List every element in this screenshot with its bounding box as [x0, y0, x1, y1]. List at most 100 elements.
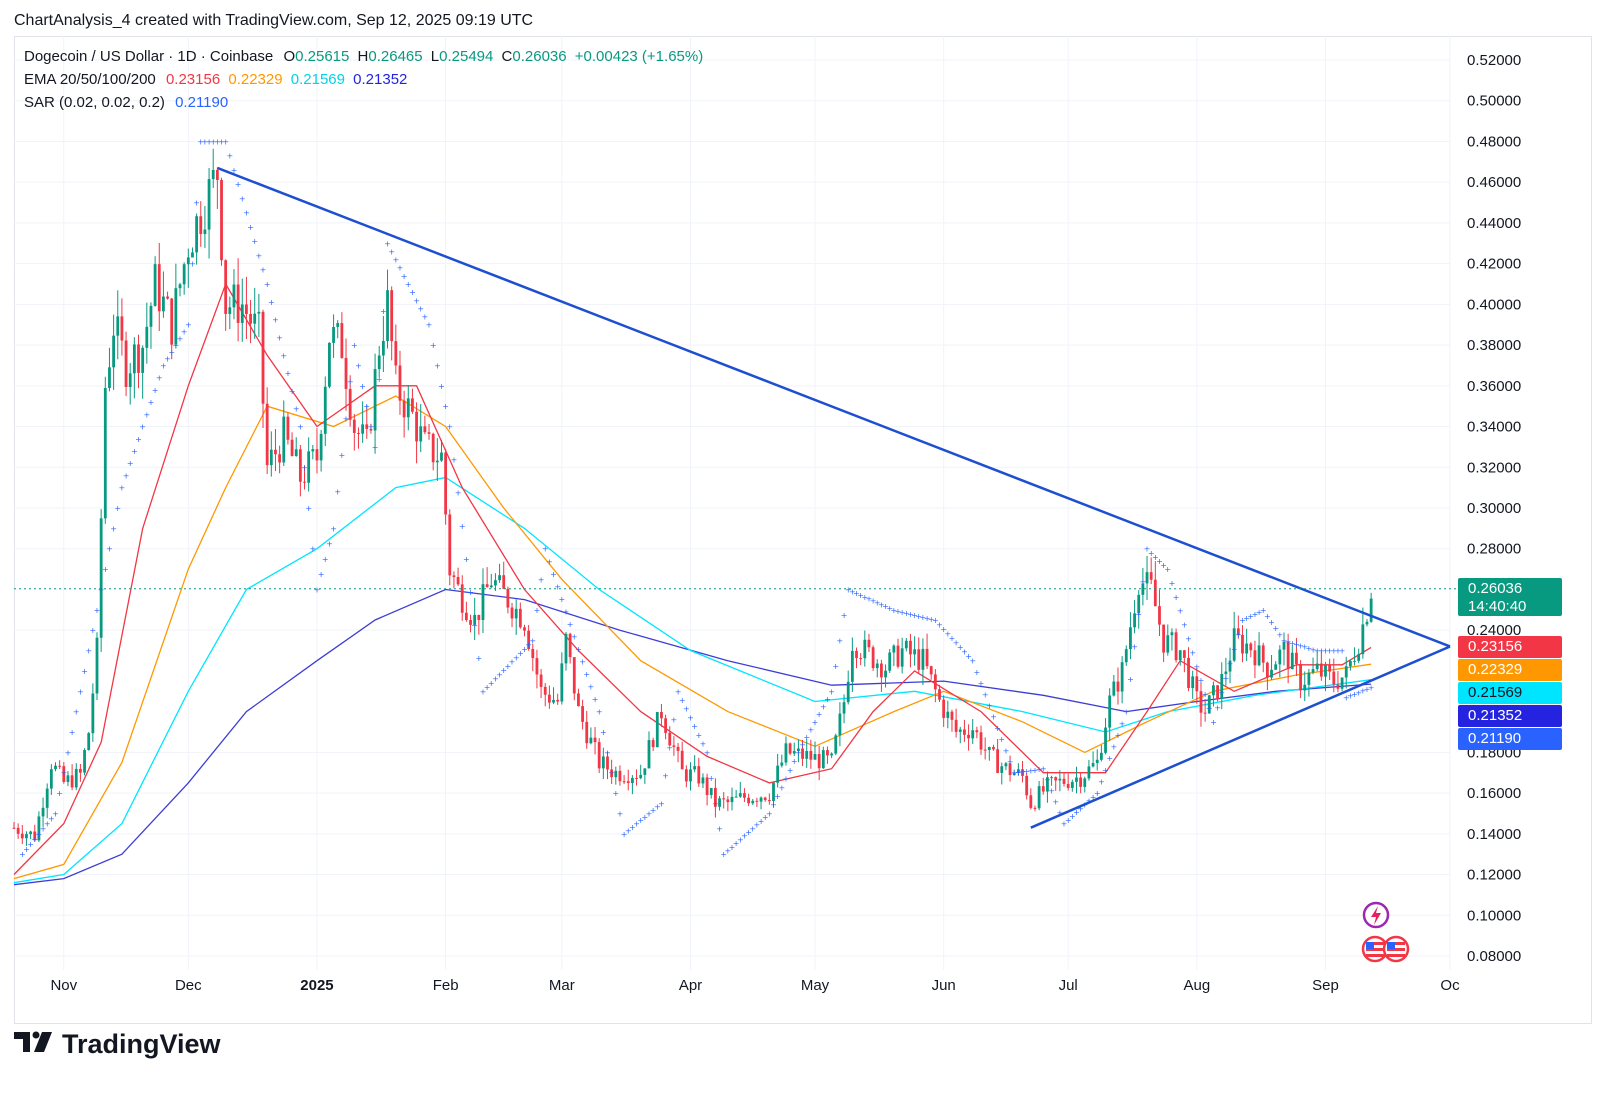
candle-body: [1195, 676, 1199, 692]
candle-body: [942, 699, 946, 718]
sar-dot: +: [442, 402, 449, 411]
candle-body: [41, 807, 45, 817]
price-tag-value: 0.21569: [1468, 684, 1523, 702]
sar-dot: +: [998, 735, 1005, 744]
sar-dot: +: [604, 748, 611, 757]
sar-dot: +: [874, 598, 881, 607]
sar-dot: +: [770, 801, 777, 810]
candle-body: [1158, 606, 1161, 625]
y-tick-label: 0.36000: [1467, 378, 1521, 395]
sar-dot: +: [451, 456, 458, 465]
candle-body: [809, 750, 813, 760]
us-flag-icon[interactable]: [1360, 934, 1420, 974]
sar-dot: +: [1015, 768, 1022, 777]
sar-dot: +: [1102, 766, 1109, 775]
candle-body: [834, 735, 838, 754]
sar-dot: +: [949, 634, 956, 643]
ema-label[interactable]: EMA 20/50/100/200: [24, 71, 156, 88]
candle-body: [1083, 778, 1087, 787]
candle-body: [1112, 681, 1116, 696]
candle-body: [344, 357, 348, 389]
sar-dot: +: [787, 766, 794, 775]
candle-body: [805, 750, 809, 759]
sar-dot: +: [608, 769, 615, 778]
candle-body: [207, 179, 211, 230]
legend-sar: SAR (0.02, 0.02, 0.2) 0.21190: [24, 94, 232, 111]
candle-body: [452, 575, 456, 578]
sar-dot: +: [36, 830, 43, 839]
sar-dot: +: [1306, 644, 1313, 653]
sar-dot: +: [924, 614, 931, 623]
sar-dot: +: [1061, 820, 1068, 829]
sar-dot: +: [60, 769, 67, 778]
sar-dot: +: [173, 341, 180, 350]
flash-icon[interactable]: [1360, 900, 1412, 966]
sar-dot: +: [73, 708, 80, 717]
candle-body: [87, 733, 91, 751]
x-tick-label: May: [801, 977, 830, 994]
candle-body: [319, 433, 323, 461]
candle-body: [1249, 643, 1253, 651]
candle-body: [630, 777, 634, 784]
sar-dot: +: [969, 657, 976, 666]
sar-dot: +: [376, 375, 383, 384]
candle-body: [510, 607, 514, 619]
candle-body: [647, 740, 651, 769]
candle-body: [174, 288, 178, 345]
sar-dot: +: [152, 386, 159, 395]
candle-body: [83, 750, 86, 773]
sar-dot: +: [247, 223, 254, 232]
ema200-value: 0.21352: [353, 71, 408, 88]
sar-dot: +: [974, 668, 981, 677]
candle-body: [498, 575, 501, 581]
candle-body: [730, 796, 734, 803]
sar-dot: +: [1193, 662, 1200, 671]
candle-body: [1187, 657, 1190, 689]
sar-dot: +: [554, 582, 561, 591]
y-tick-label: 0.34000: [1467, 419, 1521, 436]
candle-body: [170, 298, 174, 345]
sar-dot: +: [1368, 683, 1375, 692]
candle-body: [220, 179, 223, 261]
sar-dot: +: [1214, 703, 1221, 712]
candle-body: [1228, 660, 1232, 672]
candle-body: [1062, 778, 1066, 784]
candle-body: [606, 756, 609, 770]
y-axis: 0.52000 0.50000 0.48000 0.46000 0.44000 0.420…: [1467, 52, 1521, 965]
sar-dot: +: [343, 414, 350, 423]
tradingview-logo[interactable]: TradingView: [14, 1026, 221, 1062]
sar-dot: +: [982, 690, 989, 699]
ema100-value: 0.21569: [290, 71, 345, 88]
sar-dot: +: [1227, 660, 1234, 669]
sar-dot: +: [368, 423, 375, 432]
ema200-line: [13, 588, 1372, 886]
sar-dot: +: [1314, 647, 1321, 656]
candle-body: [440, 452, 443, 461]
candle-body: [1295, 652, 1298, 664]
sar-dot: +: [1144, 545, 1151, 554]
candle-body: [622, 781, 626, 783]
candle-body: [971, 730, 975, 739]
chart-frame: [14, 36, 1592, 1024]
candle-body: [261, 311, 265, 404]
sar-dot: +: [762, 813, 769, 822]
sar-dot: +: [650, 806, 657, 815]
sar-dot: +: [704, 748, 711, 757]
candle-body: [1149, 572, 1153, 580]
sar-dot: +: [148, 398, 155, 407]
symbol-label[interactable]: Dogecoin / US Dollar · 1D · Coinbase: [24, 48, 274, 65]
sar-dot: +: [558, 595, 565, 604]
candle-body: [863, 639, 867, 659]
candle-body: [543, 686, 547, 695]
sar-dot: +: [459, 522, 466, 531]
sar-dot: +: [525, 641, 532, 650]
candle-body: [211, 169, 215, 180]
candle-body: [269, 449, 273, 466]
candle-body: [1108, 695, 1112, 728]
sar-dot: +: [102, 565, 109, 574]
sar-dot: +: [52, 809, 59, 818]
candle-body: [1166, 635, 1170, 653]
candle-body: [1365, 621, 1369, 625]
sar-label[interactable]: SAR (0.02, 0.02, 0.2): [24, 94, 165, 111]
